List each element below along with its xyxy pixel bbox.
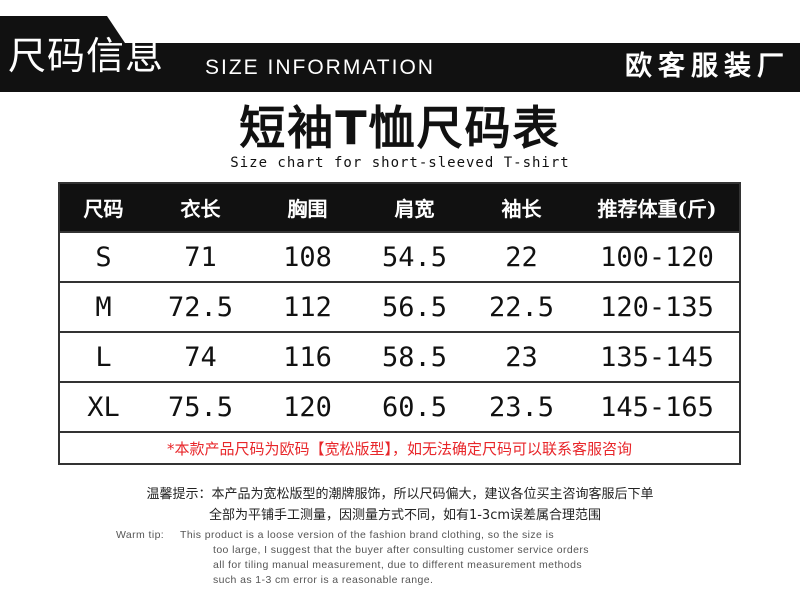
table-cell: 145-165 — [575, 381, 740, 432]
size-table: 尺码 衣长 胸围 肩宽 袖长 推荐体重(斤) S 71 108 54.5 22 100-1… — [58, 182, 741, 465]
tip-cn-1: 温馨提示：本产品为宽松版型的潮牌服饰，所以尺码偏大，建议各位买主咨询客服后下单 — [146, 487, 654, 502]
table-cell: 108 — [254, 231, 361, 282]
table-cell: L — [59, 331, 147, 382]
table-row: S 71 108 54.5 22 100-120 — [59, 231, 740, 282]
col-chest: 胸围 — [254, 183, 361, 232]
table-cell: 71 — [147, 231, 254, 282]
tip-en-2: too large, I suggest that the buyer afte… — [213, 544, 589, 556]
table-cell: 22.5 — [468, 281, 575, 332]
tip-en-3: all for tiling manual measurement, due t… — [213, 559, 583, 571]
table-cell: 54.5 — [361, 231, 468, 282]
table-cell: 23 — [468, 331, 575, 382]
tip-en-first-row: Warm tip: This product is a loose versio… — [116, 529, 554, 542]
table-cell: 74 — [147, 331, 254, 382]
table-cell: 116 — [254, 331, 361, 382]
table-cell: 120 — [254, 381, 361, 432]
tip-en-4: such as 1-3 cm error is a reasonable ran… — [213, 574, 434, 586]
table-cell: XL — [59, 381, 147, 432]
table-cell: 72.5 — [147, 281, 254, 332]
header-subtitle: SIZE INFORMATION — [205, 56, 435, 79]
col-size: 尺码 — [59, 183, 147, 232]
chart-subtitle: Size chart for short-sleeved T-shirt — [230, 155, 570, 171]
tip-en-label: Warm tip: — [116, 529, 165, 541]
table-row: XL 75.5 120 60.5 23.5 145-165 — [59, 381, 740, 432]
table-cell: 120-135 — [575, 281, 740, 332]
table-cell: S — [59, 231, 147, 282]
table-cell: 58.5 — [361, 331, 468, 382]
table-cell: 56.5 — [361, 281, 468, 332]
table-cell: 60.5 — [361, 381, 468, 432]
table-row: M 72.5 112 56.5 22.5 120-135 — [59, 281, 740, 332]
table-cell: 23.5 — [468, 381, 575, 432]
table-cell: 22 — [468, 231, 575, 282]
table-row: L 74 116 58.5 23 135-145 — [59, 331, 740, 382]
header-bar — [0, 43, 800, 92]
size-note: *本款产品尺码为欧码【宽松版型】，如无法确定尺码可以联系客服咨询 — [59, 431, 740, 464]
table-cell: 112 — [254, 281, 361, 332]
chart-title: 短袖T恤尺码表 — [239, 101, 561, 155]
col-shoulder: 肩宽 — [361, 183, 468, 232]
tip-cn-2: 全部为平铺手工测量，因测量方式不同，如有1-3cm误差属合理范围 — [208, 508, 602, 523]
col-length: 衣长 — [147, 183, 254, 232]
tip-en-1: This product is a loose version of the f… — [180, 529, 554, 541]
table-cell: 75.5 — [147, 381, 254, 432]
col-sleeve: 袖长 — [468, 183, 575, 232]
col-weight: 推荐体重(斤) — [575, 183, 740, 232]
header-title: 尺码信息 — [8, 34, 165, 78]
table-header-row: 尺码 衣长 胸围 肩宽 袖长 推荐体重(斤) — [59, 183, 740, 232]
table-cell: M — [59, 281, 147, 332]
table-cell: 135-145 — [575, 331, 740, 382]
table-cell: 100-120 — [575, 231, 740, 282]
brand-name: 欧客服装厂 — [625, 51, 790, 82]
